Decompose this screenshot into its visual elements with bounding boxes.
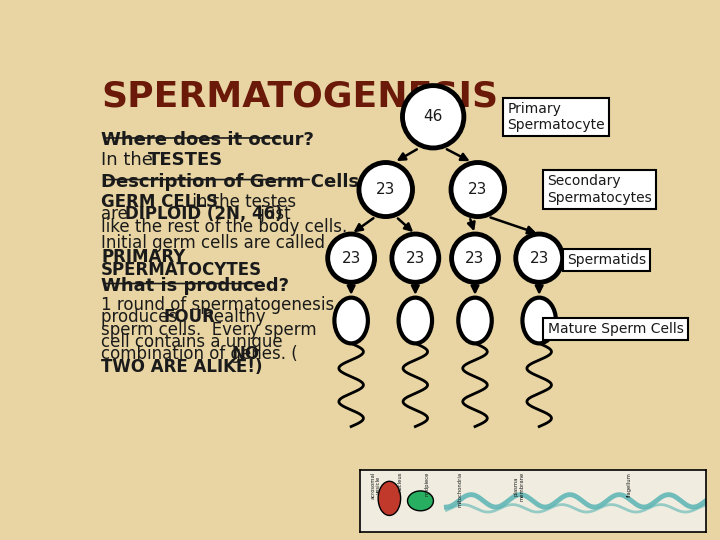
Text: 23: 23 bbox=[465, 251, 485, 266]
Text: produces: produces bbox=[101, 308, 183, 326]
Text: What is produced?: What is produced? bbox=[101, 277, 289, 295]
Ellipse shape bbox=[399, 298, 432, 343]
Ellipse shape bbox=[408, 491, 433, 511]
Text: GERM CELLS: GERM CELLS bbox=[101, 193, 218, 211]
Text: Spermatids: Spermatids bbox=[567, 253, 647, 267]
Text: 23: 23 bbox=[341, 251, 361, 266]
Ellipse shape bbox=[334, 298, 368, 343]
Text: plasma
membrane: plasma membrane bbox=[514, 471, 524, 501]
Text: 46: 46 bbox=[423, 109, 443, 124]
Text: flagellum: flagellum bbox=[627, 471, 632, 497]
Text: 23: 23 bbox=[468, 182, 487, 197]
Text: TWO ARE ALIKE!): TWO ARE ALIKE!) bbox=[101, 358, 263, 376]
Text: combination of genes. (: combination of genes. ( bbox=[101, 346, 298, 363]
Text: are: are bbox=[101, 205, 133, 224]
Text: nucleus: nucleus bbox=[397, 471, 402, 492]
Text: 1 round of spermatogenesis: 1 round of spermatogenesis bbox=[101, 295, 334, 314]
Text: PRIMARY: PRIMARY bbox=[101, 248, 186, 266]
Text: In the: In the bbox=[101, 151, 159, 169]
Text: Initial germ cells are called: Initial germ cells are called bbox=[101, 234, 325, 252]
Text: Mature Sperm Cells: Mature Sperm Cells bbox=[547, 322, 683, 336]
Ellipse shape bbox=[359, 163, 413, 217]
Text: in the testes: in the testes bbox=[187, 193, 296, 211]
Text: SPERMATOCYTES: SPERMATOCYTES bbox=[101, 261, 262, 279]
Ellipse shape bbox=[451, 234, 498, 282]
Text: Primary
Spermatocyte: Primary Spermatocyte bbox=[508, 102, 605, 132]
Text: 23: 23 bbox=[405, 251, 425, 266]
Text: SPERMATOGENESIS: SPERMATOGENESIS bbox=[101, 79, 498, 113]
Text: acrosomal
vesicle: acrosomal vesicle bbox=[370, 471, 381, 499]
Text: like the rest of the body cells.: like the rest of the body cells. bbox=[101, 218, 348, 236]
Text: healthy: healthy bbox=[198, 308, 266, 326]
Ellipse shape bbox=[378, 481, 400, 516]
Ellipse shape bbox=[451, 163, 505, 217]
Ellipse shape bbox=[402, 85, 464, 148]
Text: Where does it occur?: Where does it occur? bbox=[101, 131, 314, 150]
Text: 23: 23 bbox=[529, 251, 549, 266]
Ellipse shape bbox=[328, 234, 374, 282]
Ellipse shape bbox=[523, 298, 556, 343]
Ellipse shape bbox=[392, 234, 438, 282]
Text: TESTES: TESTES bbox=[148, 151, 223, 169]
Text: NO: NO bbox=[231, 346, 259, 363]
Text: 23: 23 bbox=[376, 182, 395, 197]
Text: just: just bbox=[255, 205, 290, 224]
Text: cell contains a unique: cell contains a unique bbox=[101, 333, 283, 351]
Text: sperm cells.  Every sperm: sperm cells. Every sperm bbox=[101, 321, 317, 339]
Text: midpiece: midpiece bbox=[425, 471, 430, 496]
Text: mitochondria: mitochondria bbox=[458, 471, 463, 507]
Text: DIPLOID (2N, 46): DIPLOID (2N, 46) bbox=[125, 205, 283, 224]
Text: FOUR: FOUR bbox=[163, 308, 215, 326]
Ellipse shape bbox=[516, 234, 562, 282]
Text: Description of Germ Cells: Description of Germ Cells bbox=[101, 173, 359, 191]
Ellipse shape bbox=[458, 298, 492, 343]
Text: Secondary
Spermatocytes: Secondary Spermatocytes bbox=[547, 174, 652, 205]
